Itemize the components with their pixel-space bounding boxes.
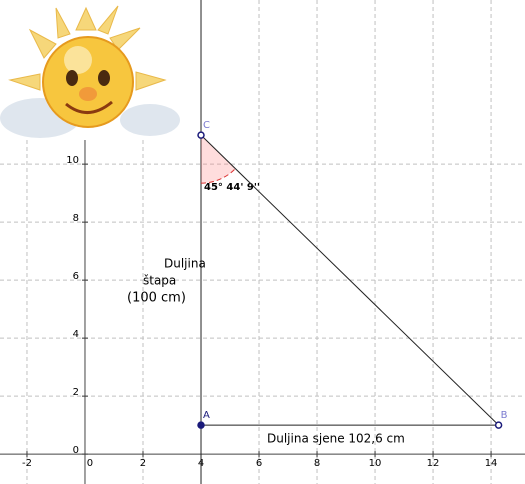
y-tick-label: 8 [73,213,79,224]
x-tick-label: 2 [140,458,146,469]
segment-bc [200,134,499,426]
angle-arc [201,168,236,184]
shadow-label: Duljina sjene 102,6 cm [267,432,405,446]
height-label: (100 cm) [127,291,186,306]
y-tick-label: 6 [73,271,79,282]
point-label: C [203,120,210,131]
x-tick-label: -2 [22,458,32,469]
x-tick-label: 6 [256,458,262,469]
x-tick-label: 0 [87,458,93,469]
y-tick-label: 2 [73,387,79,398]
point-label: A [203,410,210,421]
angle-sector [201,135,236,184]
y-tick-label: 4 [73,329,79,340]
height-label: Duljina [164,257,206,271]
y-tick-label: 0 [73,445,79,456]
point [494,421,503,429]
x-tick-label: 8 [314,458,320,469]
sun-image [0,0,180,140]
height-label: štapa [143,274,176,288]
y-tick-label: 10 [66,155,79,166]
point-label: B [501,410,508,421]
point [197,421,205,429]
x-tick-label: 10 [369,458,382,469]
point [197,131,205,139]
construction: 45° 44' 9'' A B C [197,0,508,484]
x-tick-label: 12 [427,458,440,469]
angle-label: 45° 44' 9'' [204,182,260,193]
x-tick-label: 14 [485,458,498,469]
